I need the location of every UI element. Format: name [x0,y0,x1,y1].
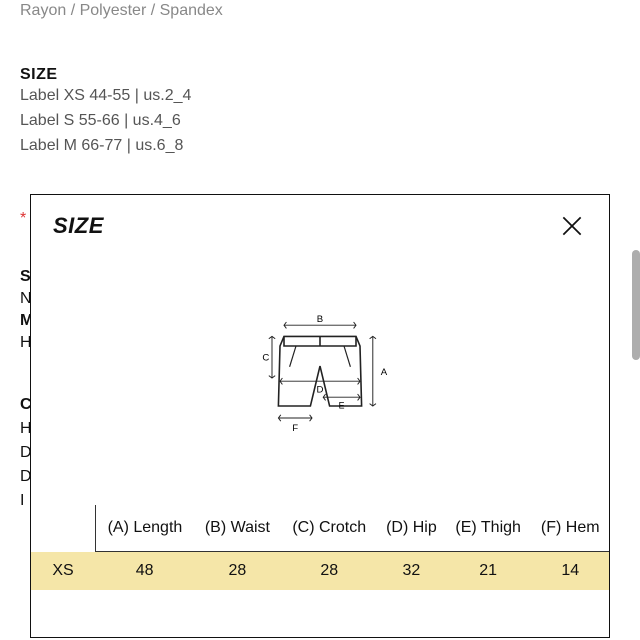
table-header-row: (A) Length (B) Waist (C) Crotch (D) Hip … [31,505,609,552]
diagram-label-a: A [381,367,388,378]
table-row: XS 48 28 28 32 21 14 [31,552,609,591]
header-c: (C) Crotch [280,505,377,552]
close-button[interactable] [557,213,587,243]
header-d: (D) Hip [378,505,445,552]
close-icon [559,213,585,244]
scrollbar-thumb[interactable] [632,250,640,360]
diagram-label-d: D [317,384,324,395]
modal-header: SIZE [31,195,609,243]
cell-a: 48 [95,552,194,591]
size-heading: SIZE [20,66,620,84]
cell-d: 32 [378,552,445,591]
header-b: (B) Waist [194,505,280,552]
diagram-label-b: B [317,314,323,325]
size-diagram: B A C D E [31,295,609,445]
cell-e: 21 [445,552,532,591]
modal-title: SIZE [53,213,104,239]
product-page: Rayon / Polyester / Spandex SIZE Label X… [0,0,640,640]
size-table: (A) Length (B) Waist (C) Crotch (D) Hip … [31,505,609,590]
header-blank [31,505,95,552]
cell-b: 28 [194,552,280,591]
behind-i: I [20,492,24,510]
diagram-label-e: E [339,400,345,410]
behind-asterisk: * [20,210,26,228]
size-modal: SIZE B [30,194,610,638]
header-f: (F) Hem [531,505,609,552]
header-a: (A) Length [95,505,194,552]
size-text-block: SIZE Label XS 44-55 | us.2_4 Label S 55-… [20,66,620,158]
cell-c: 28 [280,552,377,591]
header-e: (E) Thigh [445,505,532,552]
cell-f: 14 [531,552,609,591]
cell-size: XS [31,552,95,591]
diagram-label-c: C [262,352,269,363]
diagram-label-f: F [292,423,298,434]
fabric-line: Rayon / Polyester / Spandex [20,0,620,20]
size-line-s: Label S 55-66 | us.4_6 [20,109,620,134]
size-line-m: Label M 66-77 | us.6_8 [20,134,620,159]
size-line-xs: Label XS 44-55 | us.2_4 [20,84,620,109]
